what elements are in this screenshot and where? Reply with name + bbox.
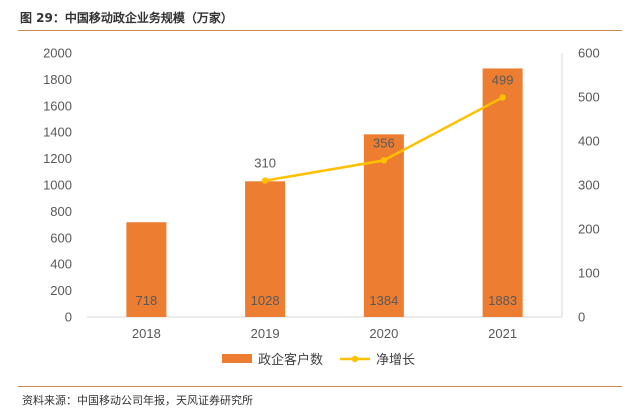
right-y-tick-label: 300 xyxy=(578,178,600,193)
bar-value-label: 1384 xyxy=(369,293,398,308)
line-point xyxy=(380,157,388,164)
bar-value-label: 1883 xyxy=(488,293,517,308)
x-tick-label: 2020 xyxy=(369,326,398,341)
legend-line-marker xyxy=(351,355,359,363)
left-y-tick-label: 1400 xyxy=(43,125,72,140)
bar xyxy=(245,181,286,317)
line-value-label: 310 xyxy=(254,156,276,171)
right-y-tick-label: 0 xyxy=(578,310,585,325)
x-axis: 2018 2019 2020 2021 xyxy=(132,326,517,341)
right-y-tick-label: 500 xyxy=(578,90,600,105)
line-series-group: 310 356 499 xyxy=(254,72,514,184)
left-y-tick-label: 400 xyxy=(50,257,72,272)
x-tick-label: 2021 xyxy=(488,326,517,341)
right-axis: 0 100 200 300 400 500 600 xyxy=(561,46,600,325)
legend-bar-swatch xyxy=(222,354,252,363)
line-point xyxy=(261,177,269,184)
line-point xyxy=(499,94,506,101)
right-y-tick-label: 400 xyxy=(578,134,600,149)
left-y-tick-label: 1200 xyxy=(43,151,72,166)
left-axis: 0 200 400 600 800 1000 1200 1400 1600 1800 2000 xyxy=(43,46,72,325)
source-divider xyxy=(18,386,622,387)
left-y-tick-label: 1800 xyxy=(43,72,72,87)
left-y-tick-label: 600 xyxy=(50,230,72,245)
source-note: 资料来源：中国移动公司年报，天风证券研究所 xyxy=(22,394,253,407)
left-y-tick-label: 1000 xyxy=(43,178,72,193)
legend-line-label: 净增长 xyxy=(376,353,415,368)
chart-title: 图 29：中国移动政企业务规模（万家） xyxy=(20,11,233,25)
title-divider xyxy=(18,30,622,31)
bar xyxy=(363,134,404,317)
right-y-tick-label: 600 xyxy=(578,46,600,61)
right-y-tick-label: 100 xyxy=(578,266,600,281)
bar xyxy=(482,68,523,317)
bar-value-label: 1028 xyxy=(251,293,280,308)
left-y-tick-label: 2000 xyxy=(43,46,72,61)
x-tick-label: 2018 xyxy=(132,326,161,341)
legend-bar-label: 政企客户数 xyxy=(258,352,323,368)
right-y-tick-label: 200 xyxy=(578,222,600,237)
bar-value-label: 718 xyxy=(136,293,158,308)
line-value-label: 356 xyxy=(373,135,395,150)
bars-group: 718 1028 1384 1883 xyxy=(126,68,523,317)
x-tick-label: 2019 xyxy=(251,326,280,341)
left-y-tick-label: 0 xyxy=(65,310,72,325)
line-value-label: 499 xyxy=(492,72,514,87)
left-y-tick-label: 200 xyxy=(50,283,72,298)
left-y-tick-label: 800 xyxy=(50,204,72,219)
chart: 0 200 400 600 800 1000 1200 1400 1600 1800 2000 0 1… xyxy=(43,46,600,369)
legend: 政企客户数 净增长 xyxy=(222,352,415,368)
left-y-tick-label: 1600 xyxy=(43,98,72,113)
bar xyxy=(126,222,167,317)
